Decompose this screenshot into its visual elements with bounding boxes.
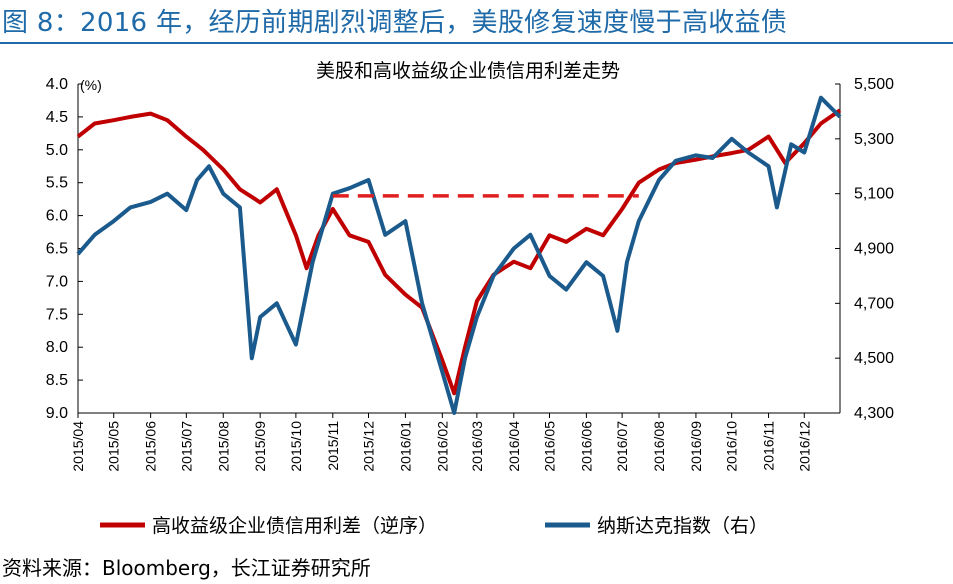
title-divider [0, 42, 953, 44]
x-tick-label: 2016/09 [688, 421, 704, 472]
x-tick-label: 2015/05 [106, 421, 122, 472]
left-tick-label: 5.0 [46, 142, 68, 159]
left-tick-label: 6.5 [46, 241, 68, 258]
x-tick-label: 2016/11 [761, 421, 777, 471]
x-tick-label: 2015/06 [143, 421, 159, 472]
right-axis-ticks: 4,300 4,500 4,700 4,900 5,100 5,300 5,500 [835, 76, 894, 422]
left-tick-label: 8.0 [46, 339, 68, 356]
left-tick-label: 8.5 [46, 372, 68, 389]
x-tick-label: 2016/04 [506, 421, 522, 472]
x-tick-label: 2015/07 [178, 421, 194, 472]
right-tick-label: 4,700 [854, 295, 894, 312]
x-tick-label: 2016/05 [541, 421, 557, 472]
x-tick-label: 2016/02 [434, 421, 450, 472]
x-tick-label: 2015/10 [288, 421, 304, 472]
left-tick-label: 4.5 [46, 109, 68, 126]
x-tick-label: 2016/10 [724, 421, 740, 472]
figure-title: 图 8：2016 年，经历前期剧烈调整后，美股修复速度慢于高收益债 [2, 8, 788, 38]
series-layer [76, 95, 842, 415]
x-tick-label: 2016/01 [397, 421, 413, 472]
nasdaq-series-line [76, 95, 842, 415]
x-tick-label: 2015/04 [70, 421, 86, 472]
left-axis-unit: (%) [80, 77, 102, 93]
right-tick-label: 4,500 [854, 350, 894, 367]
x-tick-label: 2015/12 [361, 421, 377, 472]
left-tick-label: 4.0 [46, 76, 68, 93]
right-tick-label: 5,500 [854, 76, 894, 93]
legend: 高收益级企业债信用利差（逆序） 纳斯达克指数（右） [100, 515, 768, 537]
left-axis-ticks: 4.0 4.5 5.0 5.5 6.0 6.5 7.0 7.5 8.0 8.5 9.0 [46, 76, 83, 422]
chart-title: 美股和高收益级企业债信用利差走势 [316, 60, 620, 82]
spread-series-line [76, 108, 842, 396]
left-tick-label: 9.0 [46, 405, 68, 422]
left-tick-label: 7.5 [46, 306, 68, 323]
left-tick-label: 7.0 [46, 273, 68, 290]
x-tick-label: 2016/07 [614, 421, 630, 472]
right-tick-label: 5,100 [854, 186, 894, 203]
x-tick-label: 2015/08 [215, 421, 231, 472]
right-tick-label: 4,300 [854, 405, 894, 422]
x-tick-label: 2015/11 [325, 421, 341, 471]
left-tick-label: 6.0 [46, 208, 68, 225]
left-tick-label: 5.5 [46, 175, 68, 192]
x-tick-label: 2016/03 [469, 421, 485, 472]
x-axis-ticks: 2015/04 2015/05 2015/06 2015/07 2015/08 2015/… [70, 413, 812, 472]
x-tick-label: 2016/06 [578, 421, 594, 472]
x-tick-label: 2015/09 [252, 421, 268, 472]
x-tick-label: 2016/08 [651, 421, 667, 472]
source-note: 资料来源：Bloomberg，长江证券研究所 [2, 556, 371, 580]
legend-label-nasdaq: 纳斯达克指数（右） [597, 515, 768, 537]
right-tick-label: 5,300 [854, 131, 894, 148]
legend-label-spread: 高收益级企业债信用利差（逆序） [152, 515, 437, 537]
axes: (%) [77, 77, 841, 414]
chart: 美股和高收益级企业债信用利差走势 (%) 4.0 4.5 5.0 5.5 6.0 6.5 7… [46, 60, 894, 537]
x-tick-label: 2016/12 [796, 421, 812, 472]
right-tick-label: 4,900 [854, 241, 894, 258]
